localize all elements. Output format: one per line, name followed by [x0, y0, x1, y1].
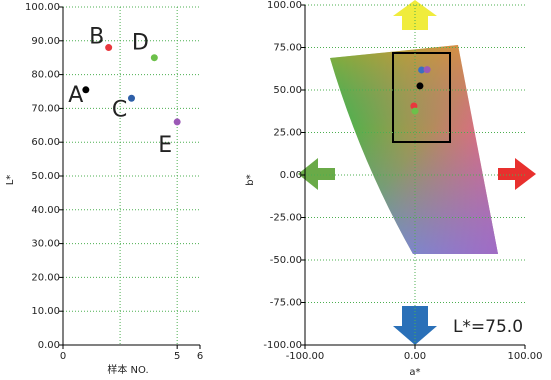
point: [150, 54, 158, 62]
point-label: E: [158, 133, 172, 158]
y-tick-label: 20.00: [31, 272, 60, 283]
point-label: B: [89, 25, 104, 50]
x-tick-label: 100.00: [508, 351, 543, 362]
point: [173, 118, 181, 126]
point: [411, 107, 419, 115]
x-axis-label: 样本 NO.: [107, 363, 148, 376]
y-tick-label: -25.00: [270, 213, 302, 224]
y-tick-label: 75.00: [273, 43, 302, 54]
y-tick-label: 80.00: [31, 70, 60, 81]
point-label: D: [132, 31, 149, 56]
y-tick-label: 90.00: [31, 36, 60, 47]
point: [82, 86, 90, 94]
annotation: L*=75.0: [453, 317, 523, 337]
point: [128, 94, 135, 102]
plots: 0.0010.0020.0030.0040.0050.0060.0070.008…: [5, 0, 543, 378]
point: [418, 66, 426, 74]
y-tick-label: 60.00: [31, 137, 60, 148]
y-tick-label: -50.00: [270, 255, 302, 266]
y-axis-label: b*: [245, 174, 256, 185]
point-label: A: [68, 83, 83, 108]
y-tick-label: 70.00: [31, 103, 60, 114]
x-tick-label: -100.00: [286, 351, 325, 362]
y-tick-label: 100.00: [267, 0, 302, 11]
x-tick-label: 0: [60, 351, 66, 362]
y-tick-label: 100.00: [25, 2, 60, 13]
point: [105, 44, 113, 52]
point: [423, 66, 431, 74]
y-tick-label: 50.00: [273, 85, 302, 96]
y-tick-label: 40.00: [31, 205, 60, 216]
y-tick-label: 50.00: [31, 171, 60, 182]
y-tick-label: -75.00: [270, 298, 302, 309]
y-tick-label: 30.00: [31, 239, 60, 250]
y-tick-label: 25.00: [273, 128, 302, 139]
x-tick-label: 0.00: [404, 351, 426, 362]
x-tick-label: 5: [174, 351, 180, 362]
selection-box: [392, 52, 451, 143]
y-tick-label: 0.00: [280, 170, 302, 181]
y-tick-label: 10.00: [31, 306, 60, 317]
y-tick-label: 0.00: [38, 340, 60, 351]
x-axis-label: a*: [409, 367, 420, 378]
point: [416, 82, 424, 90]
x-tick-label: 6: [197, 351, 203, 362]
gamut: [330, 45, 498, 254]
y-axis-label: L*: [5, 175, 16, 186]
point-label: C: [112, 97, 127, 122]
y-tick-label: -100.00: [263, 340, 302, 351]
